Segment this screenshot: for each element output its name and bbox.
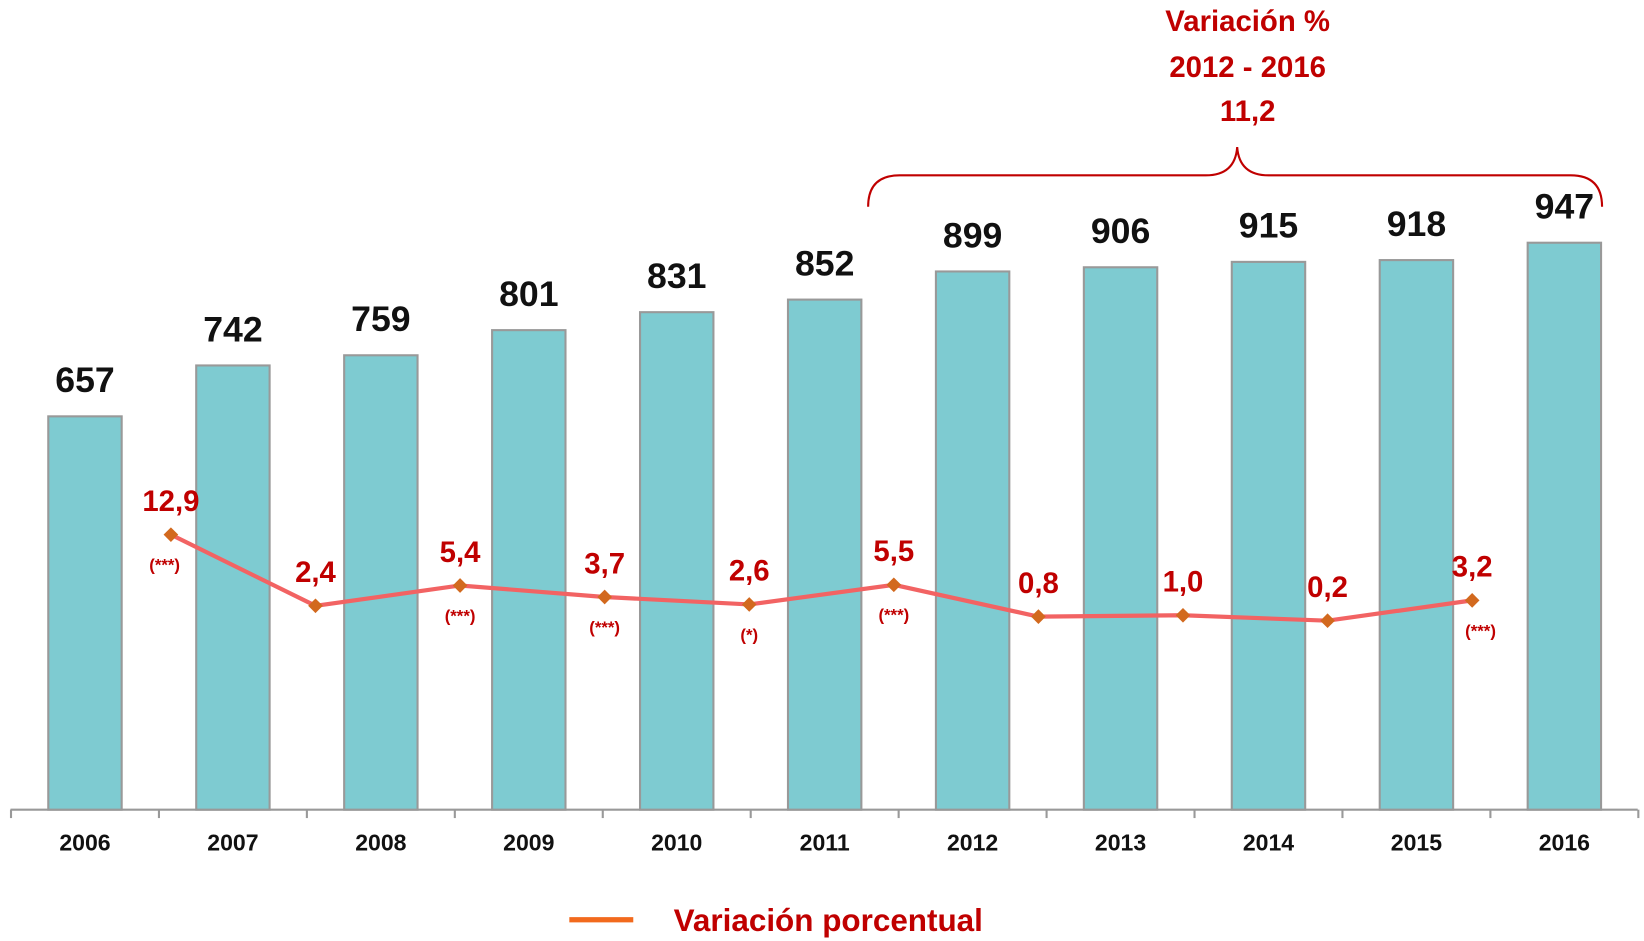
bar xyxy=(934,270,1011,811)
bar xyxy=(1230,260,1307,811)
bar-label: 657 xyxy=(55,360,114,400)
bar xyxy=(1082,266,1159,811)
marker xyxy=(1031,609,1046,624)
bar-label: 852 xyxy=(795,243,854,283)
bar-label: 831 xyxy=(647,256,706,296)
marker xyxy=(886,577,902,593)
note: (***) xyxy=(149,556,180,575)
marker xyxy=(1320,613,1335,629)
bar xyxy=(1526,241,1603,811)
legend-label: Variación porcentual xyxy=(674,903,983,938)
x-tick-label: 2007 xyxy=(207,829,258,855)
x-tick-label: 2013 xyxy=(1095,829,1146,855)
line-label: 3,7 xyxy=(584,547,625,580)
bar xyxy=(638,311,715,811)
bar-label: 742 xyxy=(203,309,262,349)
note: (***) xyxy=(589,618,620,637)
x-tick-label: 2006 xyxy=(59,829,110,855)
line-label: 5,5 xyxy=(873,535,914,568)
line-label: 3,2 xyxy=(1452,551,1493,584)
marker xyxy=(1464,593,1480,608)
marker xyxy=(1175,607,1191,623)
note: (***) xyxy=(1465,621,1496,640)
bar-label: 899 xyxy=(943,215,1002,255)
note: (***) xyxy=(445,606,476,625)
x-tick-label: 2016 xyxy=(1539,829,1590,855)
note: (*) xyxy=(740,625,758,644)
marker xyxy=(597,589,612,605)
bar xyxy=(343,354,419,811)
marker xyxy=(741,597,757,612)
bar xyxy=(491,329,567,811)
annotation: Variación % xyxy=(1165,5,1330,38)
line-label: 0,2 xyxy=(1307,571,1348,604)
bar-label: 915 xyxy=(1239,206,1298,246)
bracket xyxy=(867,146,1604,207)
bar xyxy=(195,364,271,811)
x-tick-label: 2011 xyxy=(800,829,850,855)
x-tick-label: 2014 xyxy=(1243,829,1294,855)
line xyxy=(169,532,1473,623)
marker xyxy=(308,598,323,614)
line-label: 2,4 xyxy=(295,556,336,589)
x-tick-label: 2008 xyxy=(355,829,406,855)
bar-label: 801 xyxy=(499,274,558,314)
line-label: 1,0 xyxy=(1163,566,1204,599)
bar-label: 906 xyxy=(1091,211,1150,251)
bar xyxy=(1378,259,1455,811)
note: (***) xyxy=(878,606,909,625)
line-label: 12,9 xyxy=(142,485,199,518)
bar xyxy=(47,415,123,811)
annotation: 11,2 xyxy=(1220,95,1276,128)
annotation: 2012 - 2016 xyxy=(1169,51,1326,84)
bar-label: 759 xyxy=(351,299,410,339)
bar xyxy=(786,298,863,811)
marker xyxy=(163,527,179,543)
x-tick-label: 2012 xyxy=(947,829,998,855)
line-label: 2,6 xyxy=(729,555,770,588)
x-tick-label: 2009 xyxy=(503,829,554,855)
x-tick-label: 2010 xyxy=(651,829,702,855)
line-label: 5,4 xyxy=(440,536,481,569)
bar-label: 947 xyxy=(1535,187,1594,227)
line-label: 0,8 xyxy=(1018,567,1059,600)
marker xyxy=(452,578,468,593)
x-tick-label: 2015 xyxy=(1391,829,1442,855)
bar-label: 918 xyxy=(1387,204,1446,244)
